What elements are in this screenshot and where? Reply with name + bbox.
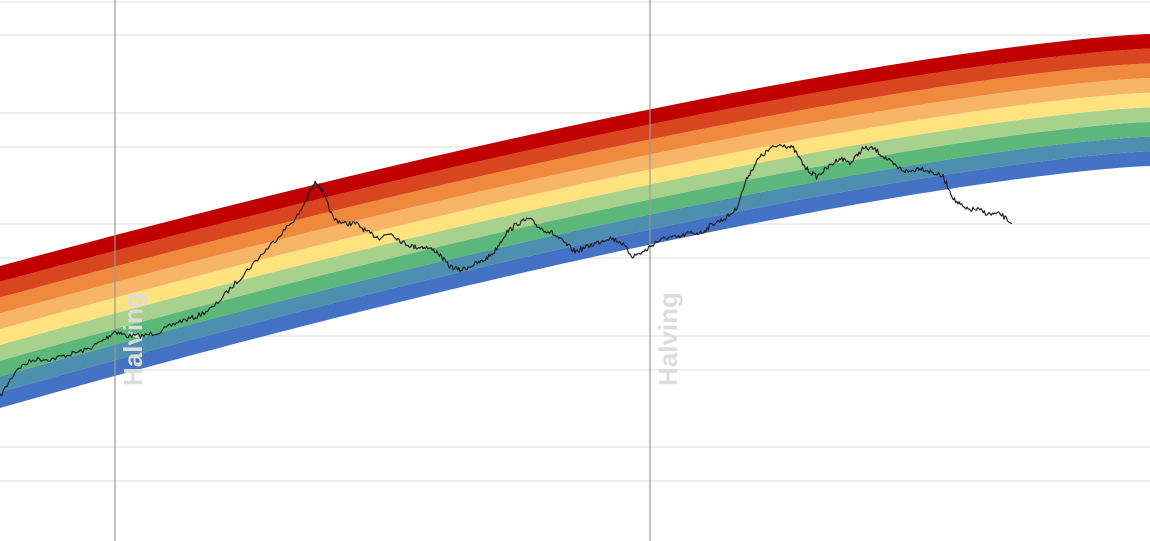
halving-label-0: Halving (118, 292, 148, 386)
price-series (0, 144, 1013, 397)
rainbow-band-5 (0, 78, 1150, 330)
halving-markers: Halving Halving (114, 0, 683, 541)
rainbow-band-7 (0, 48, 1150, 298)
rainbow-band-6 (0, 63, 1150, 314)
rainbow-band-4 (0, 92, 1150, 345)
rainbow-bands (0, 34, 1150, 408)
price-line (0, 144, 1013, 397)
rainbow-band-3 (0, 107, 1150, 361)
rainbow-band-8 (0, 34, 1150, 282)
halving-label-1: Halving (653, 292, 683, 386)
